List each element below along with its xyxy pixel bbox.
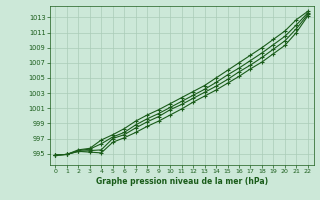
X-axis label: Graphe pression niveau de la mer (hPa): Graphe pression niveau de la mer (hPa) xyxy=(96,177,268,186)
